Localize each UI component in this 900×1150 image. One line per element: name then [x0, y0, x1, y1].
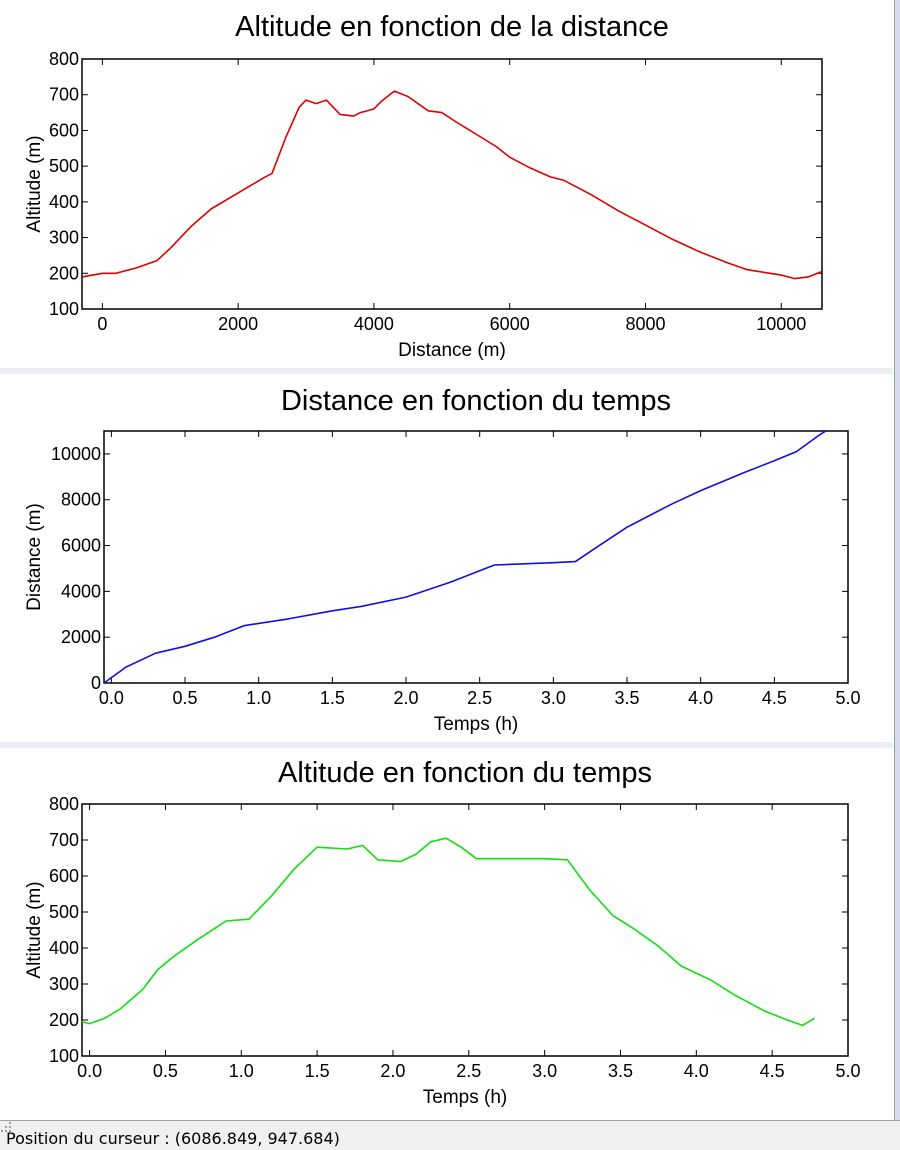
resize-grip-icon[interactable] — [0, 1121, 12, 1133]
x-tick-label: 3.5 — [608, 1061, 633, 1081]
y-tick-label: 800 — [49, 794, 79, 814]
y-tick-label: 300 — [49, 228, 79, 248]
x-axis-label: Distance (m) — [398, 340, 506, 361]
x-tick-label: 4000 — [354, 314, 394, 334]
panel-separator — [0, 742, 893, 748]
plot-frame — [81, 803, 849, 1057]
y-tick-label: 0 — [91, 673, 101, 693]
x-tick-label: 4.0 — [688, 688, 713, 708]
x-tick-label: 8000 — [625, 314, 665, 334]
y-tick-label: 400 — [49, 938, 79, 958]
cursor-position-text: Position du curseur : (6086.849, 947.684… — [6, 1129, 340, 1148]
x-axis-label: Temps (h) — [423, 1087, 507, 1108]
y-tick-label: 600 — [49, 866, 79, 886]
x-tick-label: 2.0 — [380, 1061, 405, 1081]
x-tick-label: 6000 — [490, 314, 530, 334]
x-tick-label: 1.5 — [305, 1061, 330, 1081]
chart-panel-altitude-distance: Altitude en fonction de la distance 0 2000… — [0, 0, 893, 368]
y-tick-label: 500 — [49, 902, 79, 922]
chart-title: Distance en fonction du temps — [281, 385, 671, 417]
chart-title: Altitude en fonction de la distance — [235, 11, 669, 43]
panel-separator — [0, 368, 893, 374]
x-tick-label: 2000 — [218, 314, 258, 334]
x-tick-label: 4.0 — [684, 1061, 709, 1081]
y-tick-label: 800 — [49, 49, 79, 69]
y-tick-label: 100 — [49, 299, 79, 319]
x-tick-label: 1.0 — [246, 688, 271, 708]
y-tick-label: 700 — [49, 85, 79, 105]
series-line — [81, 837, 816, 1027]
x-tick-label: 4.5 — [762, 688, 787, 708]
x-tick-label: 10000 — [756, 314, 806, 334]
series-line — [103, 430, 827, 684]
x-tick-label: 3.5 — [614, 688, 639, 708]
x-tick-label: 0 — [97, 314, 107, 334]
x-axis-label: Temps (h) — [434, 714, 518, 735]
x-tick-label: 5.0 — [835, 1061, 860, 1081]
x-tick-label: 2.0 — [394, 688, 419, 708]
chart-altitude-distance: Altitude en fonction de la distance 0 2000… — [24, 11, 823, 361]
x-tick-label: 0.5 — [153, 1061, 178, 1081]
x-tick-label: 4.5 — [760, 1061, 785, 1081]
series-line — [81, 90, 823, 280]
y-tick-label: 600 — [49, 120, 79, 140]
plot-frame — [81, 58, 823, 310]
plot-frame — [103, 430, 849, 684]
x-tick-label: 1.0 — [229, 1061, 254, 1081]
y-tick-label: 6000 — [61, 536, 101, 556]
y-tick-label: 200 — [49, 1010, 79, 1030]
x-tick-label: 2.5 — [467, 688, 492, 708]
status-bar: Position du curseur : (6086.849, 947.684… — [0, 1120, 900, 1150]
x-tick-label: 5.0 — [835, 688, 860, 708]
y-axis-label: Altitude (m) — [24, 881, 45, 978]
chart-title: Altitude en fonction du temps — [278, 757, 652, 789]
x-tick-label: 3.0 — [532, 1061, 557, 1081]
y-tick-label: 8000 — [61, 490, 101, 510]
window-right-border — [894, 0, 900, 1120]
x-tick-label: 2.5 — [456, 1061, 481, 1081]
x-tick-label: 0.5 — [173, 688, 198, 708]
chart-distance-time: Distance en fonction du temps 0.0 0.5 1.0 1.… — [24, 385, 861, 735]
y-tick-label: 300 — [49, 974, 79, 994]
y-tick-label: 100 — [49, 1046, 79, 1066]
chart-panel-altitude-time: Altitude en fonction du temps 0.0 0.5 1.0 1.… — [0, 748, 893, 1120]
y-tick-label: 400 — [49, 192, 79, 212]
y-tick-label: 500 — [49, 156, 79, 176]
x-tick-label: 0.0 — [77, 1061, 102, 1081]
x-tick-label: 1.5 — [320, 688, 345, 708]
y-tick-label: 700 — [49, 830, 79, 850]
x-tick-label: 3.0 — [541, 688, 566, 708]
x-tick-label: 0.0 — [99, 688, 124, 708]
chart-panel-distance-time: Distance en fonction du temps 0.0 0.5 1.0 1.… — [0, 374, 893, 742]
y-tick-label: 200 — [49, 263, 79, 283]
y-axis-label: Altitude (m) — [24, 135, 45, 232]
y-tick-label: 10000 — [51, 444, 101, 464]
y-axis-label: Distance (m) — [24, 503, 45, 611]
y-tick-label: 2000 — [61, 627, 101, 647]
y-tick-label: 4000 — [61, 581, 101, 601]
chart-altitude-time: Altitude en fonction du temps 0.0 0.5 1.0 1.… — [24, 757, 861, 1108]
